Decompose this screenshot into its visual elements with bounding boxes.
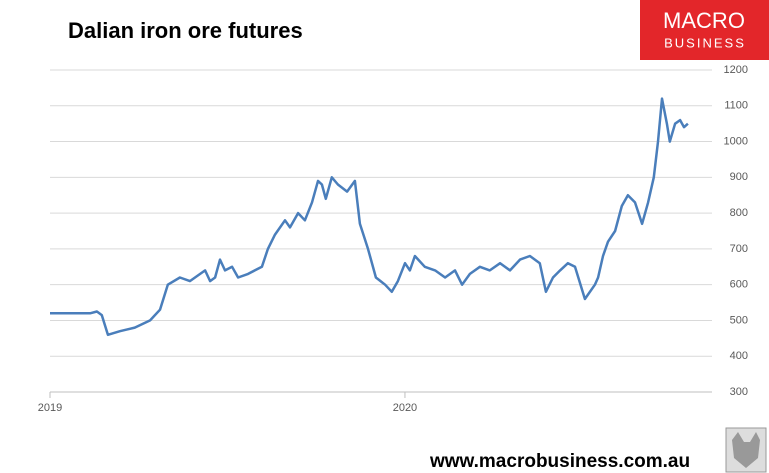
y-tick-label: 400: [730, 350, 748, 362]
x-tick-label: 2019: [38, 402, 62, 414]
y-tick-label: 1000: [724, 135, 748, 147]
y-tick-label: 1100: [724, 100, 748, 112]
y-tick-label: 700: [730, 243, 748, 255]
y-tick-label: 500: [730, 314, 748, 326]
footer: www.macrobusiness.com.au: [429, 451, 690, 472]
data-line: [50, 97, 689, 337]
chart-title: Dalian iron ore futures: [68, 18, 303, 43]
y-tick-label: 300: [730, 386, 748, 398]
y-tick-label: 1200: [724, 64, 748, 76]
logo-text: MACRO: [663, 8, 745, 33]
x-tick-label: 2020: [393, 402, 417, 414]
logo-text: BUSINESS: [664, 35, 746, 50]
logo-box: [640, 0, 769, 60]
wolf-icon: [725, 427, 767, 473]
y-tick-label: 600: [730, 279, 748, 291]
y-tick-label: 900: [730, 171, 748, 183]
y-tick-label: 800: [730, 207, 748, 219]
